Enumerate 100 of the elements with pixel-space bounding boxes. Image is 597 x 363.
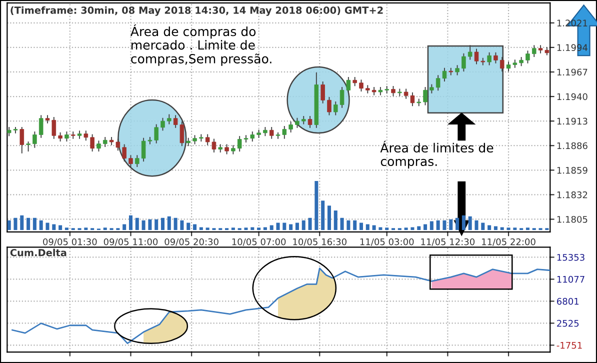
candlestick bbox=[199, 134, 204, 142]
bar bbox=[135, 218, 139, 230]
candlestick bbox=[38, 115, 44, 138]
candlestick bbox=[468, 45, 472, 60]
bar bbox=[193, 224, 197, 230]
candlestick bbox=[308, 116, 312, 128]
bar bbox=[346, 220, 350, 230]
bar bbox=[263, 227, 267, 230]
bar bbox=[174, 218, 178, 230]
bar bbox=[462, 215, 466, 230]
bar bbox=[366, 224, 370, 230]
bar bbox=[7, 220, 11, 230]
candlestick bbox=[494, 52, 498, 64]
candlestick bbox=[84, 130, 88, 141]
bar bbox=[526, 228, 530, 230]
bar bbox=[372, 225, 376, 230]
candlestick bbox=[391, 86, 396, 96]
bar bbox=[20, 215, 24, 230]
bar bbox=[506, 228, 510, 230]
bar bbox=[154, 219, 158, 230]
bar bbox=[270, 225, 274, 230]
bar bbox=[276, 222, 280, 230]
bar bbox=[250, 227, 254, 230]
candlestick bbox=[96, 140, 101, 152]
bar bbox=[340, 218, 344, 230]
bar bbox=[308, 218, 312, 230]
bar bbox=[186, 222, 190, 230]
bar bbox=[122, 224, 126, 230]
y-tick-label: 1.1940 bbox=[557, 93, 588, 100]
candlestick bbox=[423, 86, 428, 106]
bar bbox=[385, 228, 389, 230]
y-tick-label: 1.1805 bbox=[557, 216, 588, 223]
bar bbox=[327, 206, 331, 230]
y-tick-label: 1.1832 bbox=[557, 191, 588, 198]
bar bbox=[417, 226, 421, 230]
bar bbox=[52, 224, 56, 230]
candlestick bbox=[295, 118, 300, 128]
bar bbox=[231, 228, 235, 230]
bar bbox=[456, 218, 460, 230]
bar bbox=[167, 216, 171, 230]
candlestick bbox=[532, 45, 536, 58]
bar bbox=[334, 210, 338, 230]
candlestick bbox=[334, 101, 338, 116]
candlestick bbox=[122, 144, 126, 162]
bar bbox=[180, 220, 184, 230]
candlestick bbox=[250, 131, 255, 142]
bar bbox=[32, 218, 36, 230]
candlestick bbox=[474, 48, 479, 64]
y-tick-label: 2525 bbox=[557, 320, 579, 327]
bar bbox=[64, 228, 68, 230]
bar bbox=[359, 222, 364, 230]
bar bbox=[321, 200, 325, 230]
bar bbox=[442, 220, 446, 230]
candlestick bbox=[154, 124, 158, 144]
y-tick-label: 11077 bbox=[557, 276, 584, 283]
bar bbox=[494, 226, 498, 230]
candlestick bbox=[462, 53, 466, 72]
annotation: Área de compras do mercado . Limite de compras,Sem pressão. bbox=[130, 24, 272, 66]
x-tick-label: 11/05 03:00 bbox=[360, 238, 414, 246]
candlestick bbox=[26, 141, 30, 152]
candlestick bbox=[288, 121, 293, 132]
line-series bbox=[12, 268, 550, 344]
bar bbox=[436, 220, 440, 230]
bar bbox=[513, 228, 517, 230]
candlestick bbox=[487, 52, 492, 66]
candlestick bbox=[320, 81, 325, 104]
y-tick-label: 6801 bbox=[557, 298, 579, 305]
bar bbox=[295, 222, 299, 230]
x-tick-label: 10/05 16:30 bbox=[293, 238, 346, 246]
y-tick-label: 1.1967 bbox=[557, 68, 588, 76]
candlestick bbox=[90, 134, 94, 152]
bar bbox=[103, 228, 107, 230]
candlestick bbox=[52, 116, 56, 139]
candlestick bbox=[135, 155, 140, 167]
bar bbox=[449, 219, 453, 230]
candlestick bbox=[167, 114, 172, 124]
bar bbox=[410, 227, 414, 230]
candlestick bbox=[500, 56, 504, 72]
bar bbox=[481, 222, 485, 230]
x-tick-label: 09/05 01:30 bbox=[43, 238, 97, 246]
bar bbox=[424, 224, 428, 230]
bar bbox=[500, 227, 504, 230]
bar bbox=[282, 222, 286, 230]
bar bbox=[488, 225, 492, 230]
bar bbox=[289, 224, 293, 230]
bar bbox=[84, 228, 88, 230]
y-tick-label: -1751 bbox=[556, 342, 582, 349]
bar bbox=[468, 216, 472, 230]
bar bbox=[378, 227, 382, 230]
annotation: Área de limites de compras. bbox=[380, 140, 494, 168]
bar bbox=[474, 220, 478, 230]
bar bbox=[39, 220, 43, 230]
y-tick-label: 1.1913 bbox=[557, 118, 588, 125]
candlestick bbox=[327, 96, 332, 116]
candlestick bbox=[455, 65, 460, 76]
y-tick-label: 1.1886 bbox=[557, 142, 588, 150]
bar bbox=[353, 220, 357, 230]
bar bbox=[206, 228, 210, 230]
y-tick-label: 15353 bbox=[557, 254, 584, 261]
bar bbox=[26, 218, 30, 230]
